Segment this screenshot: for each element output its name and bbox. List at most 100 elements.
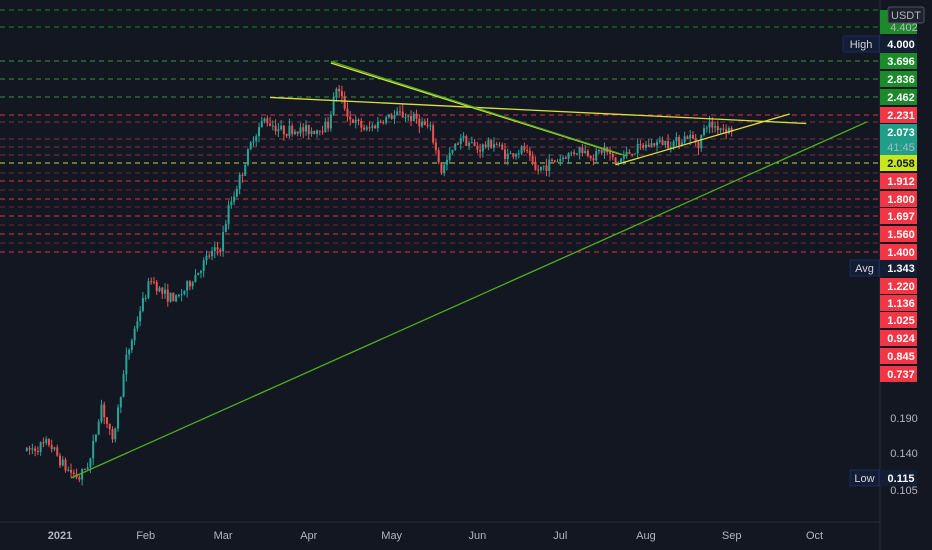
- candle-body-180: [523, 146, 526, 150]
- candle-body-167: [487, 140, 490, 147]
- candle-body-238: [683, 136, 686, 143]
- price-tag-value-13: 1.220: [887, 281, 915, 293]
- candle-body-37: [128, 349, 131, 355]
- candle-body-126: [374, 125, 377, 129]
- candle-body-113: [338, 88, 341, 92]
- candle-body-124: [368, 127, 371, 129]
- level-lines: [0, 9, 880, 253]
- candle-body-148: [434, 142, 437, 151]
- candle-body-10: [53, 447, 56, 450]
- candle-body-85: [260, 120, 263, 128]
- candle-body-52: [169, 292, 172, 302]
- candle-body-204: [589, 155, 592, 159]
- trend-line-0[interactable]: [270, 96, 807, 125]
- candle-body-150: [440, 162, 443, 173]
- candle-body-131: [387, 114, 390, 118]
- candle-body-86: [263, 118, 266, 121]
- candle-body-119: [354, 119, 357, 123]
- candle-body-185: [537, 169, 540, 171]
- candle-body-67: [211, 251, 214, 257]
- y-tick-label-2: 0.140: [890, 448, 918, 460]
- x-tick-label-5: Jun: [468, 530, 486, 542]
- price-tag-label-19: Low: [854, 473, 874, 485]
- candle-body-65: [205, 255, 208, 261]
- trend-line-2[interactable]: [615, 113, 790, 166]
- candle-body-226: [650, 143, 653, 147]
- candle-body-255: [730, 127, 733, 133]
- candle-body-220: [633, 153, 636, 155]
- candle-body-198: [573, 152, 576, 155]
- price-tag-value-17: 0.845: [887, 351, 915, 363]
- candle-body-56: [180, 294, 183, 296]
- candle-body-68: [213, 247, 216, 252]
- price-tag-11: [880, 244, 917, 260]
- candle-body-26: [97, 421, 100, 435]
- candle-body-172: [501, 144, 504, 150]
- candle-body-33: [117, 407, 120, 429]
- candle-body-166: [484, 144, 487, 147]
- candle-body-197: [570, 152, 573, 154]
- candle-body-208: [600, 150, 603, 153]
- candle-body-159: [465, 136, 468, 146]
- candle-body-136: [401, 111, 404, 118]
- trend-line-4[interactable]: [330, 60, 627, 157]
- candle-body-7: [45, 439, 48, 443]
- candle-body-105: [316, 130, 319, 134]
- candle-body-225: [647, 144, 650, 147]
- candle-body-203: [586, 150, 589, 156]
- price-tag-value-18: 0.737: [887, 369, 915, 381]
- candle-body-51: [166, 289, 169, 302]
- candle-body-0: [25, 448, 28, 451]
- price-tag-8: [880, 191, 917, 207]
- candle-body-8: [47, 439, 50, 446]
- candle-body-229: [658, 140, 661, 142]
- x-tick-label-2: Mar: [214, 530, 233, 542]
- candle-body-82: [252, 141, 255, 143]
- candle-body-70: [219, 249, 222, 252]
- price-tag-value-6: 2.058: [887, 158, 915, 170]
- candle-body-188: [545, 165, 548, 171]
- candle-body-77: [238, 174, 241, 190]
- candle-body-135: [398, 111, 401, 113]
- candle-body-90: [274, 125, 277, 132]
- candle-body-177: [515, 154, 518, 157]
- candle-body-42: [141, 297, 144, 312]
- candle-body-92: [280, 125, 283, 130]
- candle-body-32: [114, 428, 117, 440]
- price-tag-value-12: 1.343: [887, 263, 915, 275]
- x-tick-label-8: Sep: [722, 530, 742, 542]
- trend-lines: [70, 60, 868, 479]
- price-tag-label-0: High: [850, 39, 873, 51]
- candle-body-250: [716, 126, 719, 131]
- candle-body-214: [617, 162, 620, 164]
- candle-body-194: [562, 157, 565, 160]
- candle-body-143: [421, 121, 424, 127]
- candle-body-222: [639, 144, 642, 146]
- price-axis[interactable]: 4.402 0.190 0.140 0.105 USDT 4.000 High 3.696 2.…: [842, 6, 925, 497]
- x-tick-label-3: Apr: [300, 530, 317, 542]
- candle-body-201: [581, 147, 584, 154]
- candle-body-233: [669, 147, 672, 149]
- candle-body-55: [177, 295, 180, 297]
- candle-body-200: [578, 147, 581, 154]
- candle-body-138: [407, 116, 410, 118]
- candle-body-39: [133, 328, 136, 341]
- candle-body-240: [689, 134, 692, 139]
- candle-body-59: [188, 281, 191, 287]
- candle-body-46: [152, 281, 155, 283]
- candle-body-34: [119, 397, 122, 408]
- candle-body-174: [506, 153, 509, 159]
- candle-body-73: [227, 205, 230, 224]
- candle-body-168: [490, 140, 493, 148]
- candle-body-213: [614, 157, 617, 163]
- candle-body-111: [332, 96, 335, 115]
- price-tag-value-14: 1.136: [887, 298, 915, 310]
- candle-body-115: [343, 96, 346, 109]
- price-tag-value-0: 4.000: [887, 39, 915, 51]
- candle-body-156: [457, 143, 460, 145]
- trend-line-3[interactable]: [70, 121, 868, 479]
- candle-body-53: [172, 292, 175, 302]
- candle-body-80: [246, 149, 249, 165]
- candle-body-110: [329, 114, 332, 129]
